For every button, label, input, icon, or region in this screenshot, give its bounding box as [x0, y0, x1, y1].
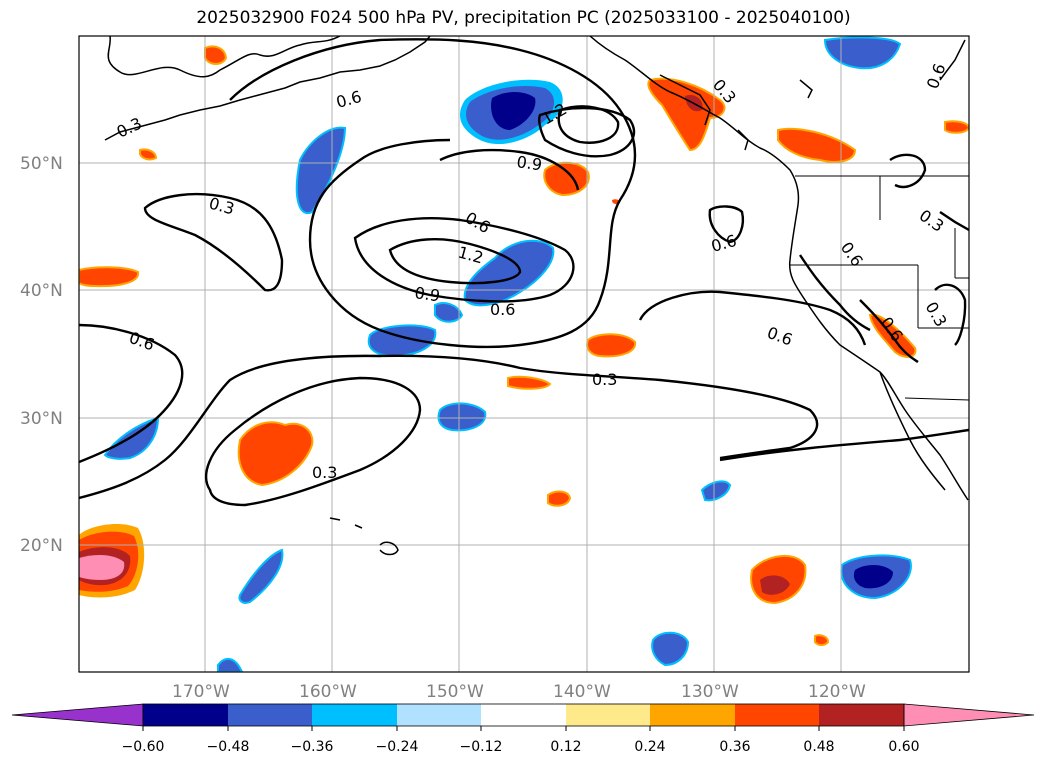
gridlines	[79, 36, 969, 672]
lon-label-120w: 120°W	[808, 682, 866, 702]
contour-label: 0.9	[515, 152, 543, 174]
lon-label-150w: 150°W	[426, 682, 484, 702]
colorbar-bin	[735, 704, 819, 726]
contour-label: 0.3	[592, 370, 617, 389]
colorbar-tick: 0.60	[888, 739, 919, 755]
colorbar-bin	[650, 704, 735, 726]
latitude-labels: 50°N 40°N 30°N 20°N	[20, 154, 63, 556]
lon-label-140w: 140°W	[553, 682, 611, 702]
lat-label-20n: 20°N	[20, 536, 63, 556]
colorbar-bin	[566, 704, 650, 726]
colorbar-bin	[312, 704, 397, 726]
precip-negative-shading	[103, 36, 912, 672]
lat-label-30n: 30°N	[20, 409, 63, 429]
colorbar: −0.60 −0.48 −0.36 −0.24 −0.12 0.12 0.24 …	[11, 703, 1035, 755]
colorbar-tick: 0.36	[719, 739, 750, 755]
pv-contours	[79, 38, 969, 507]
lat-label-50n: 50°N	[20, 154, 63, 174]
colorbar-bin	[397, 704, 481, 726]
colorbar-bin	[228, 704, 312, 726]
map-frame	[78, 35, 970, 673]
borders	[790, 175, 969, 401]
coastlines	[104, 36, 969, 556]
colorbar-tick: 0.24	[634, 739, 665, 755]
colorbar-extend-high	[903, 703, 1035, 727]
lon-label-170w: 170°W	[172, 682, 230, 702]
colorbar-bin	[481, 704, 566, 726]
colorbar-bin	[819, 704, 904, 726]
colorbar-tick: −0.36	[291, 739, 334, 755]
lon-label-160w: 160°W	[299, 682, 357, 702]
lat-label-40n: 40°N	[20, 281, 63, 301]
colorbar-tick: −0.60	[122, 739, 165, 755]
colorbar-extend-low	[11, 703, 144, 727]
lon-label-130w: 130°W	[681, 682, 739, 702]
longitude-labels: 170°W 160°W 150°W 140°W 130°W 120°W	[172, 682, 866, 702]
colorbar-tick: −0.48	[207, 739, 250, 755]
colorbar-tick: 0.12	[550, 739, 581, 755]
colorbar-frame	[142, 703, 905, 727]
contour-label: 0.6	[490, 300, 515, 319]
map-title: 2025032900 F024 500 hPa PV, precipitatio…	[196, 8, 851, 28]
contour-label: 0.3	[312, 463, 337, 482]
colorbar-bin	[143, 704, 228, 726]
colorbar-tick: −0.24	[376, 739, 419, 755]
precip-positive-shading	[79, 45, 969, 646]
colorbar-tick: 0.48	[803, 739, 834, 755]
contour-label: 0.9	[413, 283, 441, 305]
colorbar-tick: −0.12	[460, 739, 503, 755]
